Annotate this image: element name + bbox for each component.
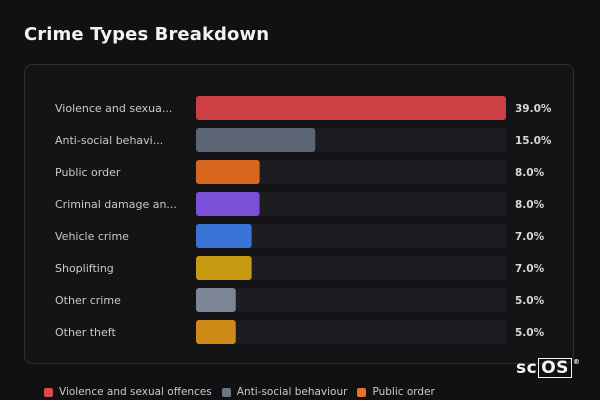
bar-track <box>196 288 506 312</box>
value-label: 5.0% <box>515 327 545 339</box>
bar <box>196 96 506 120</box>
bar-row: Criminal damage an... 8.0% <box>55 192 545 216</box>
bar-row: Vehicle crime 7.0% <box>55 224 545 248</box>
bar <box>196 320 236 344</box>
chart-title: Crime Types Breakdown <box>24 24 270 45</box>
value-label: 5.0% <box>515 295 545 307</box>
category-label: Other theft <box>55 326 116 339</box>
bar-row: Other crime 5.0% <box>55 288 545 312</box>
bar-row: Shoplifting 7.0% <box>55 256 545 280</box>
legend-item: Anti-social behaviour <box>221 386 348 398</box>
value-label: 7.0% <box>515 263 545 275</box>
category-label: Public order <box>55 166 121 179</box>
legend-label: Public order <box>372 386 435 398</box>
category-label: Shoplifting <box>55 262 114 275</box>
bar <box>196 224 252 248</box>
legend-swatch <box>44 387 53 397</box>
brand-logo: sc OS ® <box>516 358 580 378</box>
bar-track <box>196 224 506 248</box>
legend-swatch <box>221 387 231 397</box>
value-label: 8.0% <box>515 199 545 211</box>
logo-registered-mark: ® <box>572 358 581 366</box>
legend-swatch <box>357 387 367 397</box>
category-label: Criminal damage an... <box>55 198 177 211</box>
bar-row: Other theft 5.0% <box>55 320 545 344</box>
value-label: 8.0% <box>515 167 545 179</box>
legend: Violence and sexual offences Anti-social … <box>44 386 435 398</box>
category-label: Violence and sexua... <box>55 102 172 115</box>
legend-item: Violence and sexual offences <box>44 386 212 398</box>
category-label: Other crime <box>55 294 121 307</box>
bar <box>196 160 260 184</box>
value-label: 7.0% <box>515 231 545 243</box>
bar-row: Public order 8.0% <box>55 160 545 184</box>
bar-track <box>196 192 506 216</box>
chart-card: Violence and sexua... 39.0% Anti-social be… <box>24 64 574 364</box>
logo-text: sc <box>516 358 538 378</box>
category-label: Vehicle crime <box>55 230 129 243</box>
legend-item: Public order <box>357 386 435 398</box>
bar <box>196 288 236 312</box>
legend-label: Violence and sexual offences <box>59 386 212 398</box>
logo-boxed-text: OS <box>538 358 572 378</box>
bar-track <box>196 160 506 184</box>
legend-label: Anti-social behaviour <box>236 386 348 398</box>
value-label: 15.0% <box>515 135 552 147</box>
bar <box>196 128 316 152</box>
bar <box>196 192 260 216</box>
bar-row: Violence and sexua... 39.0% <box>55 96 552 120</box>
value-label: 39.0% <box>515 103 552 115</box>
category-label: Anti-social behavi... <box>55 134 163 147</box>
bar-chart: Violence and sexua... 39.0% Anti-social be… <box>55 96 552 344</box>
bar-track <box>196 256 506 280</box>
bar-track <box>196 320 506 344</box>
bar <box>196 256 252 280</box>
bar-row: Anti-social behavi... 15.0% <box>55 128 552 152</box>
